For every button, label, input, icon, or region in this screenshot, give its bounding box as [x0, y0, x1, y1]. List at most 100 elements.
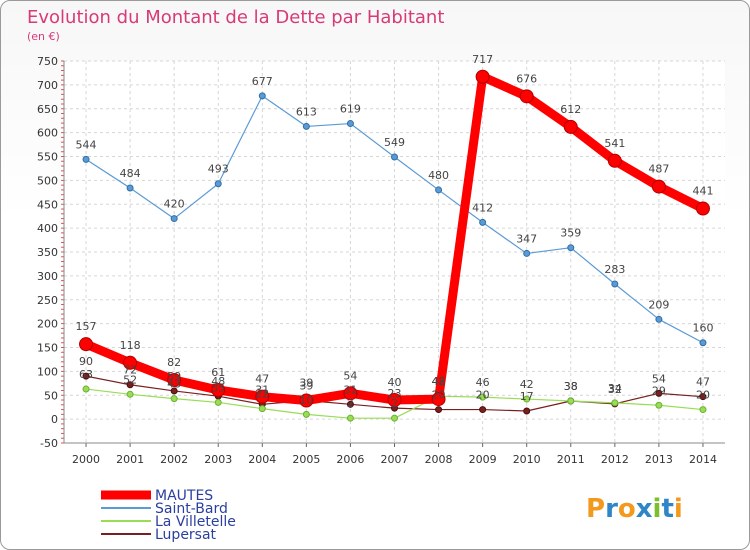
data-point [523, 395, 531, 403]
data-label: 59 [167, 370, 181, 383]
data-point [651, 179, 666, 194]
data-label: 209 [648, 298, 669, 311]
data-label: 40 [388, 376, 402, 389]
data-point [519, 89, 534, 104]
data-point [343, 386, 358, 401]
data-label: 2 [347, 397, 354, 410]
data-label: 47 [255, 373, 269, 386]
data-label: 676 [516, 72, 537, 85]
data-label: 160 [692, 322, 713, 335]
x-tick-label: 2011 [557, 453, 585, 466]
data-label: 22 [255, 388, 269, 401]
data-label: 549 [384, 136, 405, 149]
data-label: 541 [604, 137, 625, 150]
y-tick-label: 50 [44, 389, 58, 402]
x-tick-label: 2014 [689, 453, 717, 466]
data-point [170, 387, 178, 395]
data-label: 17 [520, 390, 534, 403]
data-label: 35 [211, 381, 225, 394]
chart-unit: (en €) [27, 30, 60, 43]
data-label: 2 [391, 397, 398, 410]
data-label: 612 [560, 103, 581, 116]
x-tick-label: 2001 [116, 453, 144, 466]
proxiti-logo: Proxiti [586, 494, 683, 524]
data-point [611, 280, 619, 288]
data-label: 54 [652, 372, 666, 385]
data-point [346, 414, 354, 422]
data-point [346, 400, 354, 408]
data-point [214, 398, 222, 406]
data-label: 90 [79, 355, 93, 368]
data-label: 20 [432, 389, 446, 402]
data-label: 31 [255, 383, 269, 396]
data-label: 72 [123, 364, 137, 377]
data-label: 48 [211, 375, 225, 388]
data-label: 48 [432, 375, 446, 388]
data-label: 613 [296, 105, 317, 118]
data-label: 39 [299, 377, 313, 390]
data-label: 61 [211, 366, 225, 379]
data-label: 544 [76, 138, 97, 151]
data-label: 359 [560, 227, 581, 240]
data-label: 441 [692, 185, 713, 198]
data-point [82, 155, 90, 163]
data-point [123, 355, 138, 370]
legend-label-3: Lupersat [155, 527, 217, 543]
x-tick-label: 2005 [292, 453, 320, 466]
data-point [82, 385, 90, 393]
data-label: 10 [299, 393, 313, 406]
data-label: 484 [120, 167, 141, 180]
data-label: 283 [604, 263, 625, 276]
data-label: 46 [476, 376, 490, 389]
y-tick-label: 700 [37, 79, 58, 92]
legend-label-2: La Villetelle [155, 514, 236, 530]
data-point [126, 390, 134, 398]
data-point [567, 244, 575, 252]
data-point [435, 406, 443, 414]
x-tick-label: 2010 [513, 453, 541, 466]
data-point [126, 381, 134, 389]
data-point [655, 315, 663, 323]
data-label: 487 [648, 163, 669, 176]
data-label: 23 [388, 387, 402, 400]
data-point [607, 153, 622, 168]
x-tick-label: 2006 [336, 453, 364, 466]
data-point [523, 407, 531, 415]
data-point [302, 122, 310, 130]
data-label: 63 [79, 368, 93, 381]
data-label: 39 [299, 380, 313, 393]
y-tick-label: 450 [37, 198, 58, 211]
logo-text: Proxiti [586, 494, 683, 524]
y-tick-label: 650 [37, 103, 58, 116]
data-point [475, 69, 490, 84]
axes: -50 0 50 100 150 200 250 300 350 400 450 500 550 600 6… [37, 55, 725, 466]
data-label: 52 [123, 373, 137, 386]
data-point [611, 399, 619, 407]
data-point [695, 201, 710, 216]
data-label: 43 [167, 378, 181, 391]
data-label: 20 [696, 389, 710, 402]
y-tick-label: 300 [37, 270, 58, 283]
data-point [699, 406, 707, 414]
data-point [170, 215, 178, 223]
data-point [435, 186, 443, 194]
data-labels: 157 118 82 61 47 39 54 40 42 717 676 612 541 487 441 54… [76, 53, 714, 410]
data-label: 420 [164, 198, 185, 211]
data-label: 42 [520, 378, 534, 391]
data-label: 493 [208, 163, 229, 176]
data-label: 38 [564, 380, 578, 393]
y-tick-label: -50 [40, 437, 58, 450]
y-tick-label: 500 [37, 174, 58, 187]
data-point [346, 120, 354, 128]
y-tick-label: 200 [37, 318, 58, 331]
y-tick-label: 350 [37, 246, 58, 259]
data-point [431, 392, 446, 407]
data-label: 717 [472, 53, 493, 66]
data-point [299, 393, 314, 408]
y-tick-label: 550 [37, 151, 58, 164]
y-tick-label: 250 [37, 294, 58, 307]
data-point [655, 389, 663, 397]
data-point [255, 389, 270, 404]
